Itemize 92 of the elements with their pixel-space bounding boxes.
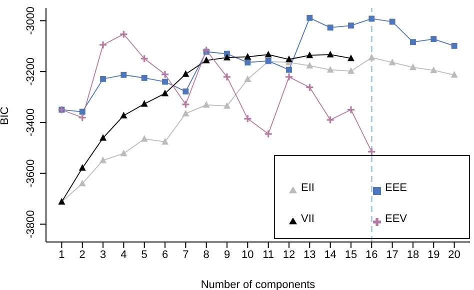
x-tick-label: 20 <box>448 248 460 261</box>
x-tick-label: 17 <box>386 248 398 261</box>
point <box>305 83 314 92</box>
point <box>160 70 170 79</box>
point <box>409 63 416 70</box>
legend-label: EEV <box>385 213 408 225</box>
point <box>326 50 334 58</box>
x-tick-label: 4 <box>120 248 127 261</box>
point <box>244 52 252 60</box>
y-tick-label: -3200 <box>25 58 37 86</box>
point <box>306 14 313 21</box>
y-tick-label: -3400 <box>25 108 37 137</box>
point <box>389 18 396 25</box>
point <box>410 39 416 46</box>
point <box>79 108 86 115</box>
point <box>264 50 272 58</box>
legend-label: EEE <box>385 182 408 194</box>
x-tick-label: 5 <box>141 248 148 261</box>
point <box>202 101 210 108</box>
point <box>141 74 148 81</box>
point <box>140 54 149 63</box>
x-tick-label: 11 <box>262 248 274 261</box>
x-tick-label: 2 <box>79 248 86 261</box>
x-tick-label: 15 <box>344 248 358 261</box>
x-tick-label: 7 <box>182 248 189 261</box>
x-tick-label: 13 <box>304 248 316 261</box>
x-tick-label: 16 <box>366 248 378 261</box>
point <box>98 40 108 50</box>
point <box>347 54 354 62</box>
point <box>120 150 128 156</box>
point <box>306 62 314 69</box>
legend-label: EII <box>301 182 314 194</box>
y-tick-label: -3600 <box>25 159 37 188</box>
point <box>78 180 86 186</box>
y-tick-label: -3000 <box>25 6 37 35</box>
point <box>388 58 396 66</box>
point <box>140 135 148 142</box>
point <box>346 105 356 114</box>
x-tick-label: 19 <box>428 248 440 261</box>
point <box>368 54 376 60</box>
point <box>348 22 354 29</box>
point <box>120 112 128 118</box>
point <box>306 51 314 58</box>
point <box>182 70 190 77</box>
point <box>326 66 334 73</box>
x-tick-label: 18 <box>406 248 420 261</box>
x-tick-label: 1 <box>58 248 65 261</box>
point <box>100 76 106 82</box>
point <box>451 42 458 49</box>
point <box>100 156 107 164</box>
point <box>202 46 211 55</box>
point <box>264 130 273 138</box>
point <box>182 88 189 94</box>
point <box>430 66 438 74</box>
point <box>327 24 334 31</box>
y-axis-title: BIC <box>0 106 11 125</box>
point <box>244 75 252 82</box>
point <box>450 71 458 78</box>
point <box>182 110 190 116</box>
point <box>140 100 148 107</box>
point <box>286 66 292 73</box>
point <box>326 116 335 124</box>
point <box>222 72 232 82</box>
point <box>162 78 168 85</box>
x-tick-label: 8 <box>203 248 210 261</box>
point <box>78 164 86 171</box>
point <box>224 54 231 60</box>
point <box>430 36 437 42</box>
point <box>347 67 354 74</box>
point <box>224 102 231 109</box>
point <box>162 138 169 145</box>
x-tick-label: 9 <box>224 248 230 261</box>
point <box>368 16 375 22</box>
point <box>243 114 252 123</box>
x-axis-title: Number of components <box>200 279 316 290</box>
point <box>284 72 294 82</box>
point <box>181 100 190 109</box>
x-tick-label: 6 <box>162 248 168 261</box>
point <box>162 90 169 96</box>
point <box>120 72 127 78</box>
x-tick-label: 12 <box>282 248 296 261</box>
x-tick-label: 14 <box>324 248 336 261</box>
point <box>100 134 107 141</box>
x-tick-label: 3 <box>100 248 106 261</box>
legend-label: VII <box>301 213 314 225</box>
point <box>119 30 128 38</box>
x-tick-label: 10 <box>242 248 254 261</box>
point <box>78 113 87 122</box>
y-tick-label: -3800 <box>25 210 37 238</box>
point <box>244 59 251 66</box>
point <box>285 56 292 62</box>
point <box>202 56 210 64</box>
